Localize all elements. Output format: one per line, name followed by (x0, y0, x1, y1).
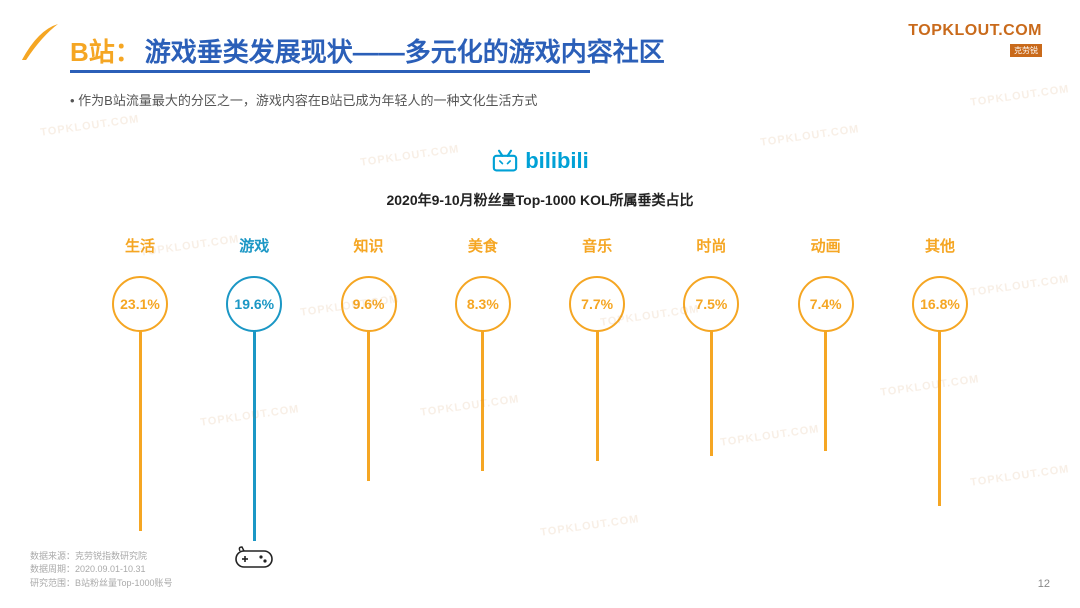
category-label: 游戏 (239, 235, 269, 256)
lollipop-item: 音乐 7.7% (557, 235, 637, 541)
lollipop-stick (253, 331, 256, 541)
lollipop-stick (367, 331, 370, 481)
gamepad-icon (234, 545, 274, 571)
value-circle: 19.6% (226, 276, 282, 332)
lollipop-item: 其他 16.8% (900, 235, 980, 541)
value-circle: 16.8% (912, 276, 968, 332)
watermark-text: TOPKLOUT.COM (40, 113, 140, 139)
lollipop-item: 美食 8.3% (443, 235, 523, 541)
lollipop-stick (710, 331, 713, 456)
category-label: 动画 (811, 235, 841, 256)
category-label: 知识 (354, 235, 384, 256)
lollipop-item: 时尚 7.5% (671, 235, 751, 541)
footnotes: 数据来源：克劳锐指数研究院 数据周期：2020.09.01-10.31 研究范围… (30, 550, 173, 591)
lollipop-item: 生活 23.1% (100, 235, 180, 541)
category-label: 时尚 (696, 235, 726, 256)
corner-swoosh-icon (20, 22, 60, 62)
header: B站： 游戏垂类发展现状——多元化的游戏内容社区 (70, 32, 1040, 69)
chart-subtitle: 2020年9-10月粉丝量Top-1000 KOL所属垂类占比 (0, 190, 1080, 210)
title-prefix: B站： (70, 32, 141, 69)
lollipop-item: 知识 9.6% (329, 235, 409, 541)
bilibili-text: bilibili (525, 148, 589, 174)
value-circle: 7.5% (683, 276, 739, 332)
category-label: 音乐 (582, 235, 612, 256)
footnote-scope: 研究范围：B站粉丝量Top-1000账号 (30, 577, 173, 591)
lollipop-stick (596, 331, 599, 461)
brand-sub: 克劳锐 (1010, 44, 1042, 57)
lollipop-item: 动画 7.4% (786, 235, 866, 541)
lollipop-stick (481, 331, 484, 471)
watermark-text: TOPKLOUT.COM (760, 123, 860, 149)
watermark-text: TOPKLOUT.COM (970, 83, 1070, 109)
footnote-period: 数据周期：2020.09.01-10.31 (30, 563, 173, 577)
lollipop-stick (824, 331, 827, 451)
value-circle: 7.4% (798, 276, 854, 332)
category-label: 美食 (468, 235, 498, 256)
lollipop-chart: 生活 23.1% 游戏 19.6% 知识 9.6% 美食 8.3% 音乐 7.7% 时尚 7.5% 动画… (100, 235, 980, 541)
brand-text: TOPKLOUT.COM (908, 22, 1042, 40)
category-label: 其他 (925, 235, 955, 256)
lollipop-stick (938, 331, 941, 506)
lollipop-item: 游戏 19.6% (214, 235, 294, 541)
value-circle: 9.6% (341, 276, 397, 332)
bullet-text: • 作为B站流量最大的分区之一，游戏内容在B站已成为年轻人的一种文化生活方式 (70, 90, 538, 109)
category-label: 生活 (125, 235, 155, 256)
bilibili-logo: bilibili (0, 148, 1080, 178)
footnote-source: 数据来源：克劳锐指数研究院 (30, 550, 173, 564)
bilibili-tv-icon (491, 149, 519, 173)
value-circle: 7.7% (569, 276, 625, 332)
brand-logo: TOPKLOUT.COM 克劳锐 (908, 22, 1042, 58)
value-circle: 23.1% (112, 276, 168, 332)
title-main: 游戏垂类发展现状——多元化的游戏内容社区 (145, 32, 665, 69)
watermark-text: TOPKLOUT.COM (970, 463, 1070, 489)
lollipop-stick (139, 331, 142, 531)
title-underline (70, 70, 590, 73)
page-number: 12 (1038, 578, 1050, 590)
watermark-text: TOPKLOUT.COM (970, 273, 1070, 299)
value-circle: 8.3% (455, 276, 511, 332)
